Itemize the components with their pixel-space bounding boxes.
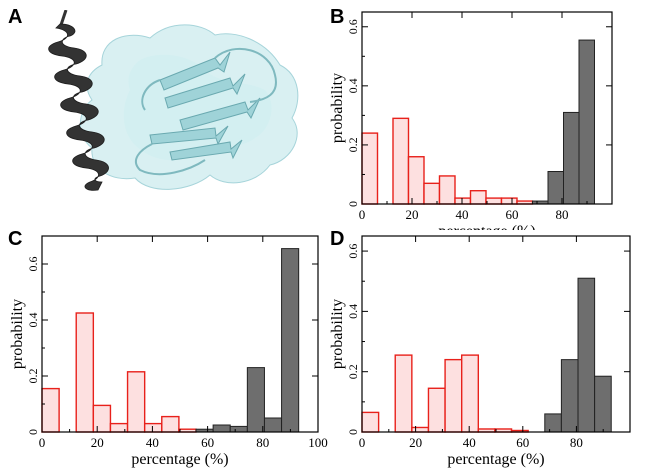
histogram-bar-red — [444, 358, 463, 433]
histogram-bar-red — [41, 387, 60, 433]
histogram-b: 0 20 40 60 80 0 0.2 0.4 0.6 percentage (%) probabi… — [330, 11, 613, 230]
histogram-bar-red — [143, 422, 163, 433]
x-tick-label: 100 — [308, 435, 328, 450]
histogram-bar-red — [500, 197, 518, 205]
histogram-bar-gray — [263, 417, 283, 433]
x-tick-label: 40 — [146, 435, 159, 450]
histogram-bar-red — [454, 197, 472, 205]
x-tick-label: 40 — [463, 435, 476, 450]
y-tick-label: 0.4 — [346, 78, 360, 93]
y-tick-label: 0.4 — [346, 304, 360, 319]
histogram-bar-red — [427, 387, 446, 433]
x-tick-label: 0 — [39, 435, 46, 450]
y-tick-label: 0.4 — [26, 313, 40, 328]
y-axis-label: probability — [330, 73, 346, 143]
histogram-bar-red — [75, 312, 95, 433]
histogram-bar-gray — [578, 39, 595, 205]
histogram-bar-red — [411, 426, 430, 433]
y-tick-label: 0.2 — [346, 364, 360, 379]
x-axis-label: percentage (%) — [438, 223, 535, 230]
y-axis-label: probability — [330, 299, 346, 369]
histogram-bar-gray — [563, 111, 580, 205]
histogram-bar-gray — [544, 413, 562, 433]
x-tick-label: 60 — [506, 207, 519, 222]
panel-label-c: C — [8, 228, 23, 250]
panel-label-d: D — [330, 228, 345, 250]
histogram-bar-red — [361, 411, 380, 433]
beta-sheets — [149, 51, 261, 161]
x-tick-label: 80 — [556, 207, 569, 222]
y-tick-label: 0.6 — [346, 244, 360, 259]
histogram-bar-red — [485, 197, 503, 205]
x-tick-label: 0 — [359, 207, 366, 222]
alpha-helix — [48, 10, 109, 191]
x-tick-label: 80 — [570, 435, 583, 450]
x-tick-label: 20 — [406, 207, 419, 222]
y-axis-label: probability — [9, 299, 26, 369]
histogram-bar-red — [394, 354, 413, 433]
histogram-bar-red — [469, 190, 487, 205]
y-tick-label: 0.2 — [346, 137, 360, 152]
histogram-bar-gray — [212, 424, 231, 433]
y-tick-label: 0 — [26, 429, 40, 435]
histogram-bar-gray — [229, 425, 248, 433]
histogram-bar-gray — [594, 375, 612, 433]
protein-structure-image — [48, 10, 299, 191]
histogram-bar-red — [361, 132, 379, 205]
histogram-bar-red — [460, 354, 480, 433]
x-axis-label: percentage (%) — [447, 451, 544, 468]
histogram-c: 0 20 40 60 80 100 0 0.2 0.4 0.6 percentage (%) prob… — [9, 235, 328, 468]
x-tick-label: 80 — [256, 435, 269, 450]
histogram-bar-red — [92, 404, 112, 433]
x-axis-label: percentage (%) — [131, 451, 228, 468]
y-tick-label: 0 — [346, 201, 360, 207]
loops — [134, 48, 277, 176]
histogram-bar-gray — [246, 367, 265, 433]
histogram-bar-gray — [577, 277, 596, 433]
y-tick-label: 0.6 — [26, 257, 40, 272]
panel-label-b: B — [330, 6, 345, 28]
histogram-d: 0 20 40 60 80 0 0.2 0.4 0.6 percentage (%) probabi… — [330, 235, 631, 468]
histogram-bar-red — [438, 175, 456, 205]
panel-label-a: A — [8, 6, 23, 28]
histogram-bar-gray — [560, 359, 579, 433]
x-tick-label: 20 — [91, 435, 104, 450]
histogram-bar-gray — [281, 248, 300, 433]
histogram-bar-red — [423, 182, 441, 205]
histogram-bar-gray — [547, 171, 564, 205]
histogram-bar-red — [126, 371, 146, 433]
y-tick-label: 0.6 — [346, 19, 360, 34]
histogram-bar-red — [392, 117, 410, 205]
y-tick-label: 0.2 — [26, 369, 40, 384]
histogram-bar-red — [161, 415, 180, 433]
x-tick-label: 20 — [409, 435, 422, 450]
x-tick-label: 60 — [201, 435, 214, 450]
x-tick-label: 40 — [456, 207, 469, 222]
histogram-bar-red — [407, 156, 425, 205]
x-tick-label: 60 — [516, 435, 529, 450]
x-tick-label: 0 — [359, 435, 366, 450]
y-tick-label: 0 — [346, 429, 360, 435]
